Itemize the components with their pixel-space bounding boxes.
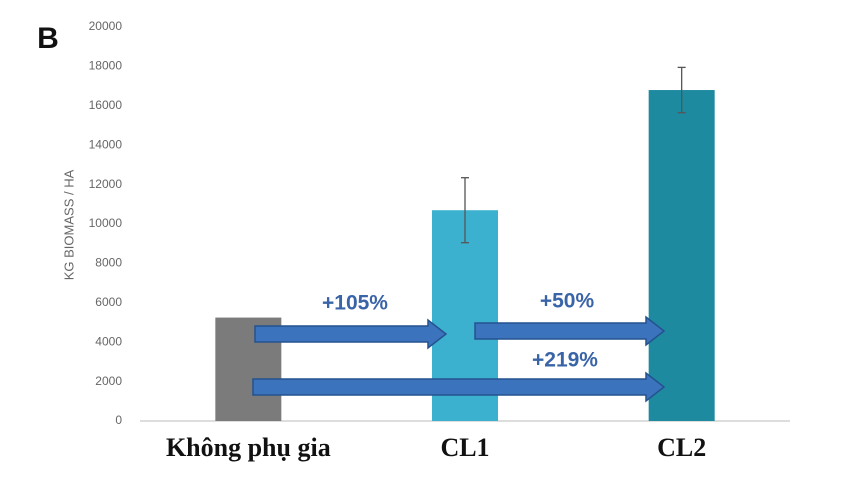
- arrow: [254, 318, 448, 350]
- y-tick-label: 2000: [95, 374, 122, 388]
- y-tick-label: 20000: [89, 19, 123, 33]
- annotation: +50%: [540, 290, 595, 313]
- y-tick-label: 0: [115, 413, 122, 427]
- y-tick-label: 14000: [89, 137, 123, 151]
- y-tick-label: 4000: [95, 334, 122, 348]
- x-tick-label: CL1: [440, 433, 489, 462]
- arrow: [252, 371, 666, 403]
- y-tick-label: 12000: [89, 177, 123, 191]
- y-axis-label: KG BIOMASS / HA: [61, 169, 76, 280]
- x-tick-label: Không phụ gia: [166, 433, 331, 462]
- y-tick-label: 8000: [95, 256, 122, 270]
- arrow: [474, 315, 666, 347]
- x-tick-label: CL2: [657, 433, 706, 462]
- annotation: +219%: [532, 349, 598, 372]
- y-tick-label: 16000: [89, 98, 123, 112]
- y-tick-label: 18000: [89, 59, 123, 73]
- annotation: +105%: [322, 292, 388, 315]
- panel-label: B: [37, 22, 59, 55]
- bar: [648, 90, 715, 421]
- y-tick-label: 6000: [95, 295, 122, 309]
- y-tick-label: 10000: [89, 216, 123, 230]
